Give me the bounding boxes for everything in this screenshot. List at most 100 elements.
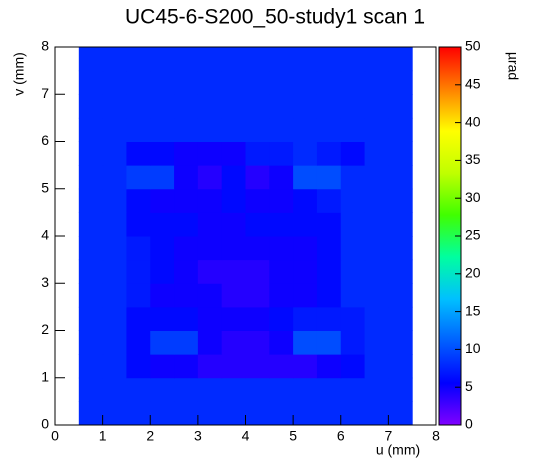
heatmap-cell [293,330,318,355]
heatmap-cell [245,188,270,213]
heatmap-cell [293,401,318,426]
heatmap-cell [197,47,223,72]
heatmap-cell [126,330,151,355]
heatmap-cell [221,188,246,213]
heatmap-cell [126,212,151,237]
heatmap-cell [197,141,223,166]
heatmap-cell [126,94,151,119]
heatmap-cell [102,141,127,166]
heatmap-cell [364,259,389,284]
heatmap-cell [245,306,270,331]
heatmap-cell [364,212,389,237]
heatmap-cell [316,47,342,72]
heatmap-cell [388,117,413,142]
heatmap-cell [221,47,246,72]
heatmap-cell [269,259,294,284]
heatmap-cell [316,259,342,284]
heatmap-cell [316,236,342,261]
heatmap-cell [340,165,366,190]
y-axis-label: v (mm) [11,52,27,96]
heatmap-cell [126,377,151,402]
heatmap-cell [150,354,175,379]
heatmap-cell [316,330,342,355]
colorbar-tick-label: 40 [465,113,481,129]
heatmap-cell [388,141,413,166]
heatmap-cell [316,70,342,95]
heatmap-cell [293,188,318,213]
heatmap-cell [126,141,151,166]
heatmap-cell [102,94,127,119]
heatmap-cell [102,377,127,402]
heatmap-cell [316,283,342,308]
heatmap-cell [269,330,294,355]
heatmap-cell [316,306,342,331]
chart-title: UC45-6-S200_50-study1 scan 1 [125,6,425,29]
heatmap-cell [78,165,104,190]
heatmap-cell [197,259,223,284]
heatmap-cell [364,306,389,331]
heatmap-cell [174,236,199,261]
heatmap-cell [150,47,175,72]
heatmap-cell [388,354,413,379]
colorbar-tick-label: 35 [465,151,481,167]
heatmap-cell [102,212,127,237]
heatmap-cell [78,70,104,95]
y-tick-label: 5 [41,179,49,195]
heatmap-cell [340,283,366,308]
heatmap-cell [174,70,199,95]
heatmap-cell [78,377,104,402]
heatmap-cell [174,165,199,190]
y-tick-label: 6 [41,132,49,148]
heatmap-cell [364,188,389,213]
heatmap-cell [340,94,366,119]
x-tick-label: 2 [146,428,154,444]
heatmap-cell [388,47,413,72]
heatmap-cell [340,259,366,284]
heatmap-cell [221,117,246,142]
heatmap-cell [340,47,366,72]
x-tick-label: 0 [51,428,59,444]
heatmap-cell [269,94,294,119]
x-axis-label: u (mm) [376,442,420,458]
heatmap-cell [150,259,175,284]
heatmap-cell [174,330,199,355]
y-tick-label: 7 [41,85,49,101]
heatmap-cell [269,212,294,237]
heatmap-cell [388,188,413,213]
heatmap-cell [78,188,104,213]
heatmap-cell [102,330,127,355]
x-tick-label: 5 [289,428,297,444]
heatmap-cell [269,165,294,190]
heatmap-cell [316,94,342,119]
heatmap-cell [174,141,199,166]
heatmap-cell [364,117,389,142]
heatmap-cell [78,94,104,119]
heatmap-cell [293,283,318,308]
heatmap-cell [340,377,366,402]
heatmap-cell [388,165,413,190]
heatmap-cell [78,283,104,308]
heatmap-cell [78,259,104,284]
heatmap-cell [388,236,413,261]
heatmap-cell [221,401,246,426]
y-tick-label: 3 [41,274,49,290]
heatmap-cell [221,94,246,119]
heatmap-cell [269,117,294,142]
heatmap-cell [340,141,366,166]
heatmap-cell [174,47,199,72]
heatmap-cell [340,401,366,426]
heatmap-cell [293,141,318,166]
y-tick-label: 4 [41,227,49,243]
heatmap-cell [126,70,151,95]
heatmap-cell [388,401,413,426]
heatmap-cell [197,188,223,213]
heatmap-cell [221,377,246,402]
heatmap-cell [269,377,294,402]
heatmap-cell [78,141,104,166]
heatmap-cell [197,401,223,426]
heatmap-cell [197,306,223,331]
heatmap-cell [293,212,318,237]
heatmap-cell [316,354,342,379]
heatmap-cell [221,354,246,379]
heatmap-cell [340,236,366,261]
